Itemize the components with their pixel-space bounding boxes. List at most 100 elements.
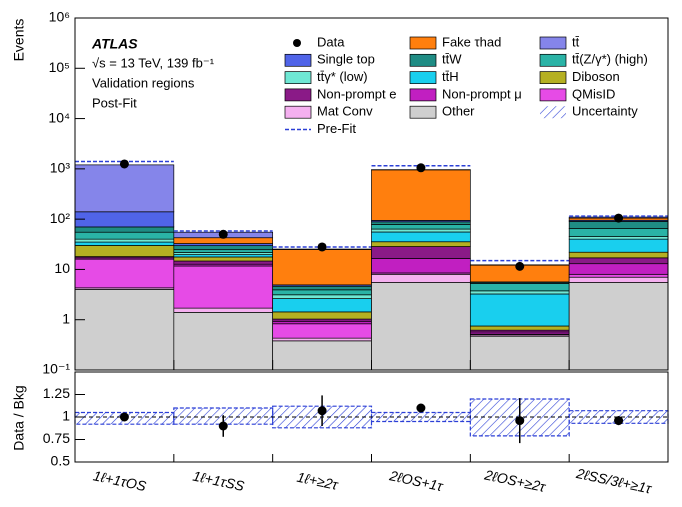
y-tick-label: 0.5 — [51, 453, 71, 469]
stack-segment — [469, 293, 570, 327]
legend-label: Mat Conv — [317, 104, 373, 119]
stack-segment — [272, 337, 372, 342]
y-tick-label: 10⁵ — [49, 59, 70, 75]
legend-swatch — [539, 36, 567, 50]
legend-label: tt̄ — [572, 34, 580, 49]
ratio-point — [317, 406, 327, 416]
legend-swatch — [409, 88, 437, 102]
stack-segment — [568, 228, 669, 237]
legend-swatch — [540, 106, 566, 119]
y-tick-label: 1.25 — [43, 385, 70, 401]
stack-segment — [371, 241, 471, 247]
stack-segment — [272, 340, 372, 371]
stack-segment — [173, 254, 274, 258]
stack-segment — [371, 221, 471, 225]
experiment-label: ATLAS — [91, 36, 138, 52]
ratio-frame — [74, 371, 669, 463]
legend-label: Non-prompt e — [317, 86, 396, 101]
stack-segment — [173, 256, 274, 262]
y-tick-label: 10² — [50, 210, 71, 226]
stack-segment — [371, 169, 471, 221]
stack-segment — [74, 289, 175, 371]
legend-swatch — [409, 71, 437, 84]
stack-segment — [74, 238, 175, 243]
stack-segment — [74, 211, 175, 228]
data-point — [317, 242, 327, 252]
legend-label: QMisID — [572, 86, 615, 101]
stack-segment — [371, 231, 471, 243]
stack-segment — [74, 241, 175, 246]
y-tick-label: 10³ — [50, 160, 71, 176]
legend-label: Data — [317, 34, 345, 49]
data-point — [119, 159, 129, 169]
stack-segment — [272, 249, 372, 286]
x-tick-label: 2ℓOS+≥2τ — [482, 466, 547, 495]
y-tick-label: 10⁻¹ — [42, 361, 70, 377]
stack-segment — [173, 265, 274, 309]
region-label: Validation regions — [92, 75, 195, 90]
stack-segment — [272, 311, 372, 320]
stack-segment — [272, 323, 372, 339]
stack-segment — [371, 246, 471, 259]
y-tick-label: 10⁴ — [48, 109, 70, 125]
stack-segment — [568, 273, 669, 278]
legend-label: tt̄(Z/γ*) (high) — [572, 52, 648, 67]
ratio-point — [614, 416, 624, 426]
stack-segment — [371, 273, 471, 283]
legend-label: Non-prompt μ — [442, 86, 522, 101]
stack-segment — [173, 249, 274, 253]
legend-label: Fake τhad — [442, 34, 501, 49]
stack-segment — [568, 238, 669, 253]
ratio-axis-title: Data / Bkg — [11, 385, 27, 450]
plot-frame — [74, 17, 669, 371]
y-tick-label: 10⁶ — [49, 9, 70, 25]
stack-segment — [371, 228, 471, 233]
x-tick-label: 2ℓSS/3ℓ+≥1τ — [574, 465, 653, 497]
stack-segment — [568, 257, 669, 265]
y-axis-title: Events — [11, 19, 27, 62]
legend-swatch — [409, 53, 437, 67]
y-tick-label: 1 — [62, 310, 70, 326]
x-tick-label: 1ℓ+≥2τ — [296, 469, 340, 493]
stack-segment — [469, 335, 570, 371]
stack-segment — [74, 245, 175, 257]
y-tick-label: 10 — [54, 260, 70, 276]
stack-segment — [469, 290, 570, 295]
legend-label: Uncertainty — [572, 104, 638, 119]
legend-label: Single top — [317, 52, 375, 67]
ratio-point — [119, 412, 129, 422]
stack-segment — [568, 276, 669, 283]
stack-segment — [173, 312, 274, 371]
stack-segment — [173, 307, 274, 313]
fit-label: Post-Fit — [92, 95, 137, 110]
stack-segment — [371, 258, 471, 274]
stack-segment — [371, 282, 471, 371]
data-point — [416, 163, 426, 173]
stack-segment — [272, 320, 372, 325]
data-point — [515, 261, 525, 271]
legend-swatch — [409, 36, 437, 50]
x-tick-label: 1ℓ+1τOS — [92, 467, 149, 494]
legend-swatch — [284, 88, 312, 102]
energy-label: √s = 13 TeV, 139 fb⁻¹ — [92, 55, 215, 70]
y-tick-label: 0.75 — [43, 430, 70, 446]
x-tick-label: 1ℓ+1τSS — [191, 467, 246, 494]
legend-label: Other — [442, 104, 475, 119]
stack-segment — [272, 294, 372, 299]
stack-segment — [272, 298, 372, 313]
legend-label: tt̄γ* (low) — [317, 69, 368, 84]
y-tick-label: 1 — [62, 408, 70, 424]
ratio-point — [416, 403, 426, 413]
stack-segment — [371, 224, 471, 230]
legend-label: Diboson — [572, 69, 620, 84]
data-point — [218, 229, 228, 239]
stack-segment — [568, 263, 669, 275]
legend-marker — [293, 39, 301, 47]
stack-segment — [469, 283, 570, 292]
stack-segment — [469, 325, 570, 331]
stack-segment — [272, 285, 372, 291]
legend-label: tt̄W — [442, 52, 462, 67]
ratio-point — [218, 421, 228, 431]
stack-segment — [74, 258, 175, 289]
